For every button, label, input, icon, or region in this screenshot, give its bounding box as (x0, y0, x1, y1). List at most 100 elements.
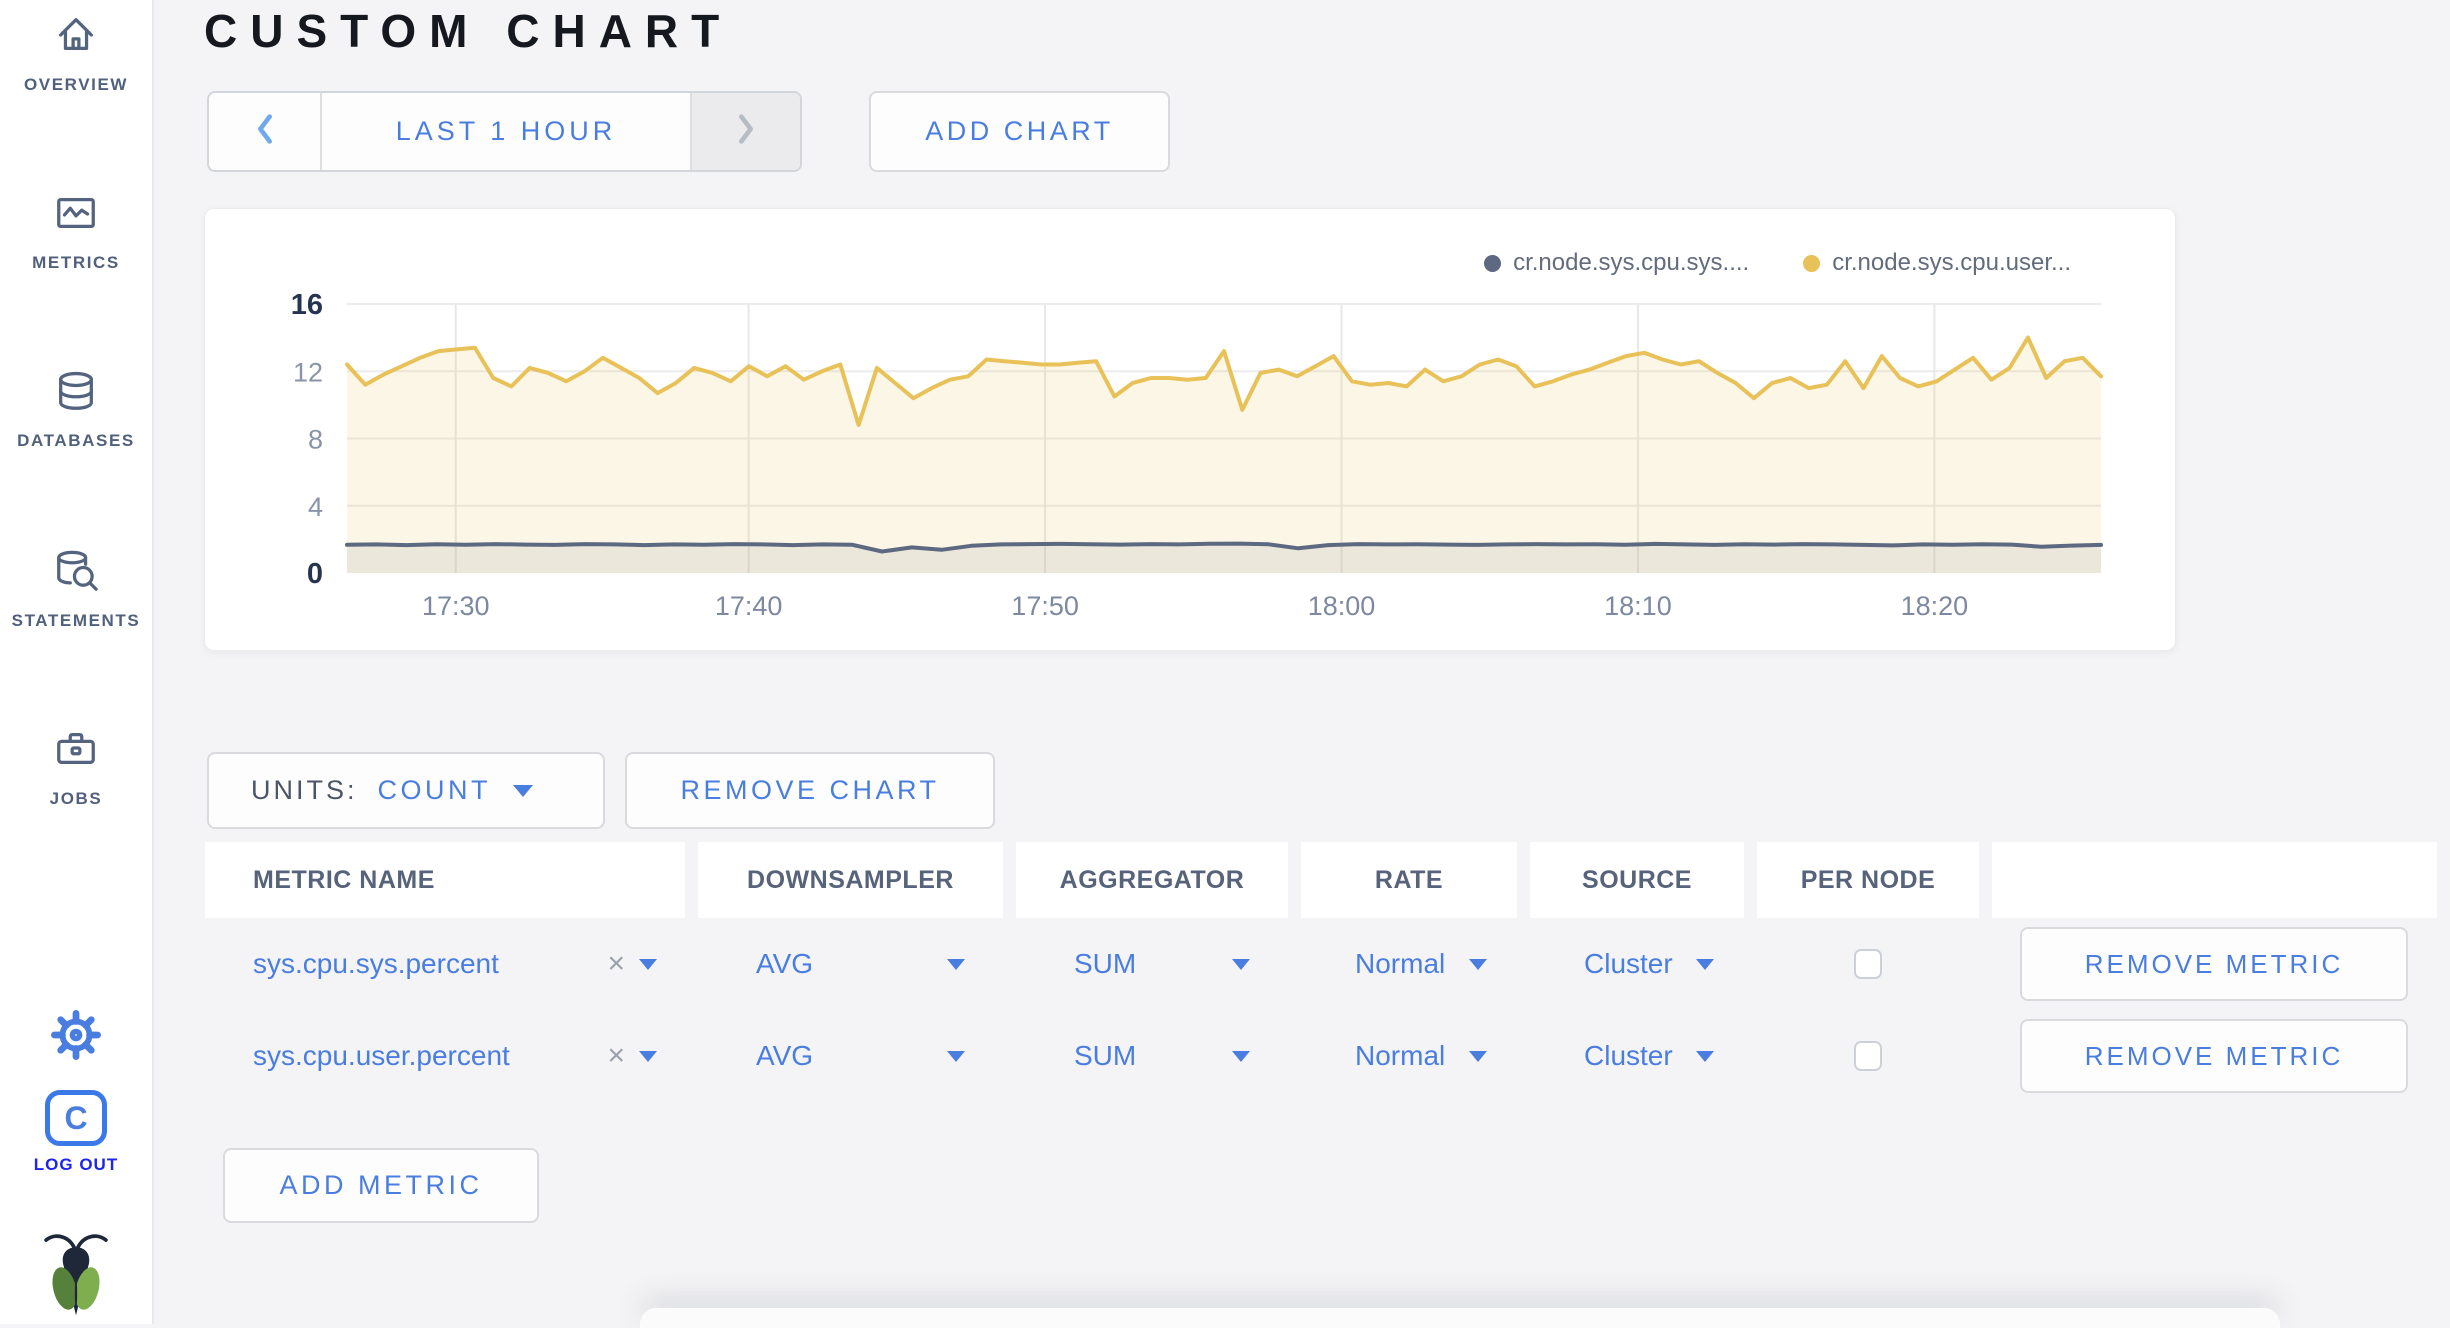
legend-item-user[interactable]: cr.node.sys.cpu.user... (1803, 249, 2071, 277)
header-source: SOURCE (1530, 842, 1744, 918)
sidebar-item-databases[interactable]: DATABASES (0, 368, 152, 451)
per-node-checkbox[interactable] (1854, 949, 1882, 979)
statements-search-icon (53, 548, 99, 599)
chevron-down-icon (1696, 958, 1714, 970)
remove-chart-button[interactable]: REMOVE CHART (625, 752, 995, 829)
source-dropdown[interactable]: Cluster (1584, 1040, 1714, 1072)
legend-dot-user (1803, 254, 1821, 272)
downsampler-value: AVG (756, 948, 814, 979)
svg-text:17:30: 17:30 (422, 591, 490, 621)
logout-button[interactable]: C LOG OUT (0, 1090, 152, 1175)
header-rate: RATE (1301, 842, 1517, 918)
sidebar-item-jobs[interactable]: JOBS (0, 726, 152, 809)
clear-metric-icon[interactable]: × (607, 947, 625, 980)
downsampler-value: AVG (756, 1040, 814, 1071)
gear-icon (49, 1010, 103, 1066)
chevron-down-icon (947, 1050, 965, 1062)
metric-name-value[interactable]: sys.cpu.user.percent (253, 1040, 510, 1071)
add-metric-button[interactable]: ADD METRIC (223, 1148, 539, 1223)
aggregator-dropdown[interactable]: SUM (1074, 1040, 1250, 1072)
sidebar-item-label: JOBS (49, 789, 103, 808)
legend-label-sys: cr.node.sys.cpu.sys.... (1513, 249, 1750, 276)
sidebar-item-statements[interactable]: STATEMENTS (0, 548, 152, 631)
chevron-down-icon (1696, 1050, 1714, 1062)
chevron-down-icon (1232, 1050, 1250, 1062)
remove-metric-button[interactable]: REMOVE METRIC (2020, 1019, 2408, 1093)
legend-item-sys[interactable]: cr.node.sys.cpu.sys.... (1484, 249, 1749, 277)
table-row: sys.cpu.sys.percent × AVG SUM Normal Clu… (205, 918, 2437, 1010)
header-downsampler: DOWNSAMPLER (698, 842, 1003, 918)
downsampler-dropdown[interactable]: AVG (756, 1040, 965, 1072)
svg-text:8: 8 (308, 425, 323, 455)
sidebar-item-metrics[interactable]: METRICS (0, 190, 152, 273)
header-actions (1992, 842, 2437, 918)
chevron-down-icon (1469, 958, 1487, 970)
chevron-down-icon (947, 958, 965, 970)
header-aggregator: AGGREGATOR (1016, 842, 1288, 918)
svg-text:18:10: 18:10 (1604, 591, 1672, 621)
time-range-prev-button[interactable] (209, 93, 322, 170)
settings-button[interactable] (0, 1008, 152, 1067)
svg-text:17:50: 17:50 (1011, 591, 1079, 621)
svg-text:4: 4 (308, 492, 323, 522)
table-row: sys.cpu.user.percent × AVG SUM Normal Cl… (205, 1010, 2437, 1102)
chevron-down-icon (513, 784, 534, 797)
source-dropdown[interactable]: Cluster (1584, 948, 1714, 980)
next-card-peek-shadow (640, 1308, 2280, 1328)
chevron-down-icon (1469, 1050, 1487, 1062)
metric-chart-svg[interactable]: 17:30 17:40 17:50 18:00 18:10 18:20 0 4 8 12 16 (205, 209, 2177, 652)
chevron-down-icon (1232, 958, 1250, 970)
svg-text:12: 12 (293, 357, 323, 387)
svg-text:17:40: 17:40 (715, 591, 783, 621)
home-icon (53, 12, 99, 63)
logo-letter: C (64, 1099, 88, 1136)
svg-text:16: 16 (291, 289, 323, 321)
time-range-next-button-disabled[interactable] (690, 93, 800, 170)
legend-label-user: cr.node.sys.cpu.user... (1832, 249, 2071, 276)
legend-dot-sys (1484, 254, 1502, 272)
cockroach-bug-logo[interactable] (0, 1226, 152, 1323)
clear-metric-icon[interactable]: × (607, 1039, 625, 1072)
rate-value: Normal (1355, 1040, 1446, 1071)
metrics-chart-icon (53, 190, 99, 241)
sidebar-item-label: DATABASES (17, 431, 135, 450)
main-content: CUSTOM CHART LAST 1 HOUR ADD CHART cr.no… (154, 0, 2450, 1328)
remove-metric-button[interactable]: REMOVE METRIC (2020, 927, 2408, 1001)
sidebar-item-label: METRICS (32, 253, 120, 272)
sidebar: OVERVIEW METRICS DATABASES (0, 0, 154, 1324)
sidebar-item-overview[interactable]: OVERVIEW (0, 12, 152, 95)
per-node-checkbox[interactable] (1854, 1041, 1882, 1071)
header-metric-name: METRIC NAME (205, 842, 685, 918)
aggregator-value: SUM (1074, 1040, 1137, 1071)
chart-legend: cr.node.sys.cpu.sys.... cr.node.sys.cpu.… (1484, 249, 2071, 277)
metrics-table: METRIC NAME DOWNSAMPLER AGGREGATOR RATE … (205, 842, 2437, 1102)
chart-card: cr.node.sys.cpu.sys.... cr.node.sys.cpu.… (204, 208, 2176, 651)
metric-name-value[interactable]: sys.cpu.sys.percent (253, 948, 499, 979)
aggregator-dropdown[interactable]: SUM (1074, 948, 1250, 980)
rate-dropdown[interactable]: Normal (1355, 1040, 1487, 1072)
svg-text:18:00: 18:00 (1308, 591, 1376, 621)
chevron-down-icon[interactable] (639, 958, 657, 970)
table-header-row: METRIC NAME DOWNSAMPLER AGGREGATOR RATE … (205, 842, 2437, 918)
page-title: CUSTOM CHART (204, 5, 733, 57)
sidebar-item-label: OVERVIEW (23, 75, 129, 94)
rate-value: Normal (1355, 948, 1446, 979)
sidebar-item-label: STATEMENTS (11, 611, 141, 630)
svg-text:0: 0 (307, 558, 323, 590)
cockroach-c-logo: C (45, 1090, 107, 1146)
aggregator-value: SUM (1074, 948, 1137, 979)
source-value: Cluster (1584, 1040, 1673, 1071)
logout-label: LOG OUT (33, 1155, 119, 1174)
units-label: UNITS: (251, 775, 358, 805)
units-dropdown[interactable]: UNITS: COUNT (207, 752, 605, 829)
add-chart-button[interactable]: ADD CHART (869, 91, 1170, 172)
svg-text:18:20: 18:20 (1901, 591, 1969, 621)
briefcase-icon (53, 726, 99, 777)
downsampler-dropdown[interactable]: AVG (756, 948, 965, 980)
chevron-right-icon (733, 112, 759, 151)
chevron-down-icon[interactable] (639, 1050, 657, 1062)
rate-dropdown[interactable]: Normal (1355, 948, 1487, 980)
time-range-picker: LAST 1 HOUR (207, 91, 802, 172)
time-range-value[interactable]: LAST 1 HOUR (395, 116, 617, 146)
source-value: Cluster (1584, 948, 1673, 979)
